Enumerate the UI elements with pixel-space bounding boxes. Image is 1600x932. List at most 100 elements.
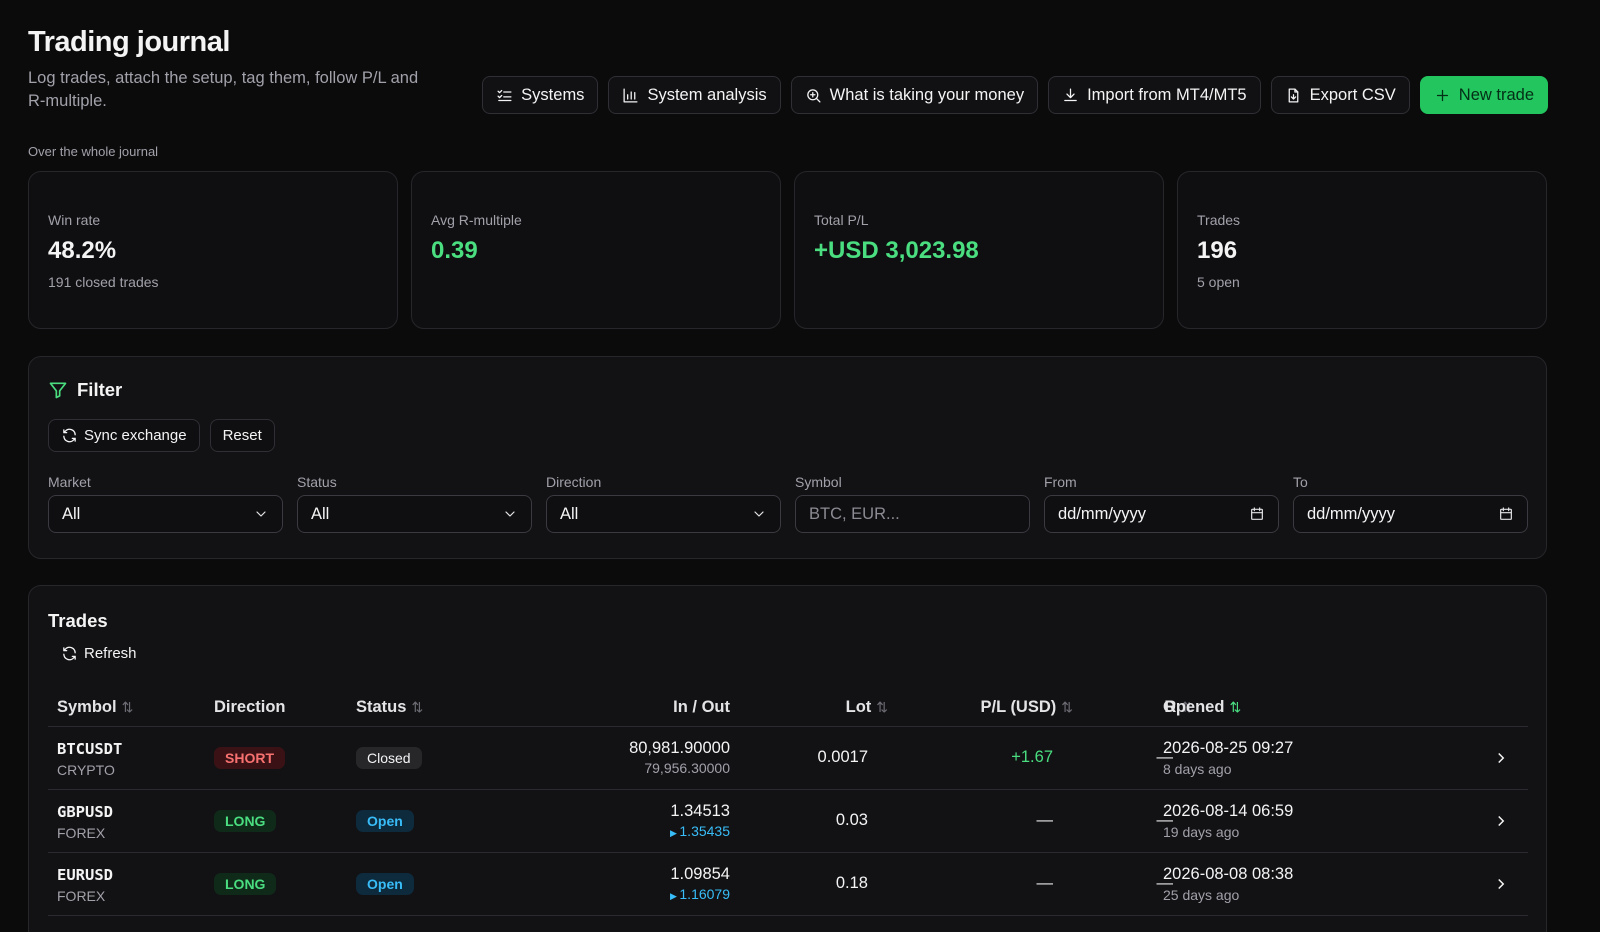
stat-card-trades: Trades 196 5 open (1177, 171, 1547, 329)
chevron-down-icon (505, 511, 515, 517)
from-date-field: From dd/mm/yyyy (1044, 474, 1279, 533)
trades-table: Symbol ⇅ Direction Status ⇅ In / Out Lot ⇅ … (48, 687, 1528, 916)
stat-label: Avg R-multiple (431, 212, 522, 228)
stat-card-total-pl: Total P/L +USD 3,023.98 (794, 171, 1164, 329)
field-label: Symbol (795, 474, 842, 490)
stat-sub: 5 open (1197, 274, 1240, 290)
to-date-field: To dd/mm/yyyy (1293, 474, 1528, 533)
stat-sub: 191 closed trades (48, 274, 159, 290)
column-opened[interactable]: Opened ⇅ (1163, 697, 1242, 716)
field-label: Direction (546, 474, 602, 490)
market: FOREX (57, 825, 106, 841)
pl-value: — (1036, 874, 1054, 892)
sort-icon: ⇅ (1061, 698, 1073, 715)
export-csv-button[interactable]: Export CSV (1270, 76, 1410, 114)
chevron-right-icon[interactable] (1492, 875, 1510, 893)
direction-badge: LONG (214, 873, 277, 895)
summary-caption: Over the whole journal (28, 144, 159, 159)
opened-ago: 19 days ago (1163, 824, 1240, 840)
stat-label: Win rate (48, 212, 101, 228)
stat-value: 196 (1197, 237, 1238, 264)
status-badge: Open (356, 873, 414, 895)
header-actions: Systems System analysis What is taking y… (482, 76, 1548, 114)
chevron-down-icon (754, 511, 764, 517)
direction-badge: SHORT (214, 747, 285, 769)
filter-actions: Sync exchange Reset (48, 419, 275, 452)
column-direction: Direction (214, 697, 286, 716)
entry-price: 1.09854 (670, 865, 730, 883)
pl-value: — (1036, 811, 1054, 829)
field-label: To (1293, 474, 1308, 490)
opened-ago: 8 days ago (1163, 761, 1232, 777)
filter-fields: Market All Status All Direction All Symb… (48, 474, 1528, 533)
summary-stats: Win rate 48.2% 191 closed trades Avg R-m… (28, 171, 1547, 329)
systems-button[interactable]: Systems (482, 76, 599, 114)
to-date-input[interactable]: dd/mm/yyyy (1293, 495, 1528, 533)
field-label: From (1044, 474, 1077, 490)
column-status[interactable]: Status ⇅ (356, 697, 424, 716)
opened-ago: 25 days ago (1163, 887, 1240, 903)
market: FOREX (57, 888, 106, 904)
r-value: — (1156, 748, 1174, 766)
entry-price: 80,981.90000 (629, 739, 730, 757)
new-trade-button[interactable]: New trade (1419, 76, 1548, 114)
column-pl[interactable]: P/L (USD) ⇅ (980, 697, 1073, 716)
import-mt-button[interactable]: Import from MT4/MT5 (1048, 76, 1261, 114)
chevron-right-icon[interactable] (1492, 749, 1510, 767)
field-label: Status (297, 474, 337, 490)
stat-label: Trades (1197, 212, 1241, 228)
stat-card-win-rate: Win rate 48.2% 191 closed trades (28, 171, 398, 329)
file-icon (1288, 87, 1298, 103)
status-field: Status All (297, 474, 532, 533)
opened-date: 2026-08-08 08:38 (1163, 865, 1294, 883)
money-leak-button[interactable]: What is taking your money (790, 76, 1039, 114)
search-zoom-icon (806, 88, 821, 103)
system-analysis-button[interactable]: System analysis (608, 76, 781, 114)
refresh-button[interactable]: Refresh (61, 645, 137, 662)
bar-chart-icon (623, 87, 638, 103)
sort-icon: ⇅ (1181, 698, 1193, 715)
r-value: — (1156, 874, 1174, 892)
pl-value: +1.67 (1011, 748, 1053, 766)
calendar-icon[interactable] (1498, 506, 1514, 522)
column-symbol[interactable]: Symbol ⇅ (57, 697, 134, 716)
stat-card-avg-r: Avg R-multiple 0.39 (411, 171, 781, 329)
sort-icon: ⇅ (1229, 698, 1242, 715)
stat-value: 48.2% (48, 237, 117, 264)
opened-date: 2026-08-14 06:59 (1163, 802, 1294, 820)
page-header: Trading journal Log trades, attach the s… (28, 26, 1548, 126)
stat-value: 0.39 (431, 237, 478, 264)
column-r[interactable]: R ⇅ (1164, 697, 1193, 716)
column-lot[interactable]: Lot ⇅ (845, 697, 888, 716)
stat-label: Total P/L (814, 212, 869, 228)
sync-icon (63, 428, 76, 443)
from-date-input[interactable]: dd/mm/yyyy (1044, 495, 1279, 533)
market-select[interactable]: All (48, 495, 283, 533)
market-field: Market All (48, 474, 283, 533)
table-row[interactable]: EURUSD FOREX LONG Open 1.09854 ▶ 1.16079… (48, 853, 1528, 916)
field-label: Market (48, 474, 91, 490)
reset-button[interactable]: Reset (209, 419, 275, 452)
plus-icon (1436, 89, 1448, 101)
sync-exchange-button[interactable]: Sync exchange (48, 419, 200, 452)
status-select[interactable]: All (297, 495, 532, 533)
direction-select[interactable]: All (546, 495, 781, 533)
opened-date: 2026-08-25 09:27 (1163, 739, 1294, 757)
trades-title: Trades (48, 610, 108, 631)
r-value: — (1156, 811, 1174, 829)
live-price-icon: ▶ (669, 891, 680, 901)
stat-value: +USD 3,023.98 (814, 237, 979, 264)
chevron-down-icon (256, 511, 266, 517)
column-in-out: In / Out (673, 697, 730, 716)
current-price: 1.16079 (679, 886, 730, 902)
download-icon (1064, 87, 1077, 101)
direction-field: Direction All (546, 474, 781, 533)
page-title: Trading journal (28, 26, 230, 58)
table-row[interactable]: GBPUSD FOREX LONG Open 1.34513 ▶ 1.35435… (48, 790, 1528, 853)
symbol: EURUSD (57, 866, 113, 884)
calendar-icon[interactable] (1249, 506, 1265, 522)
symbol-input[interactable]: BTC, EUR... (795, 495, 1030, 533)
sort-icon: ⇅ (876, 698, 888, 715)
table-row[interactable]: BTCUSDT CRYPTO SHORT Closed 80,981.90000… (48, 727, 1528, 790)
chevron-right-icon[interactable] (1492, 812, 1510, 830)
